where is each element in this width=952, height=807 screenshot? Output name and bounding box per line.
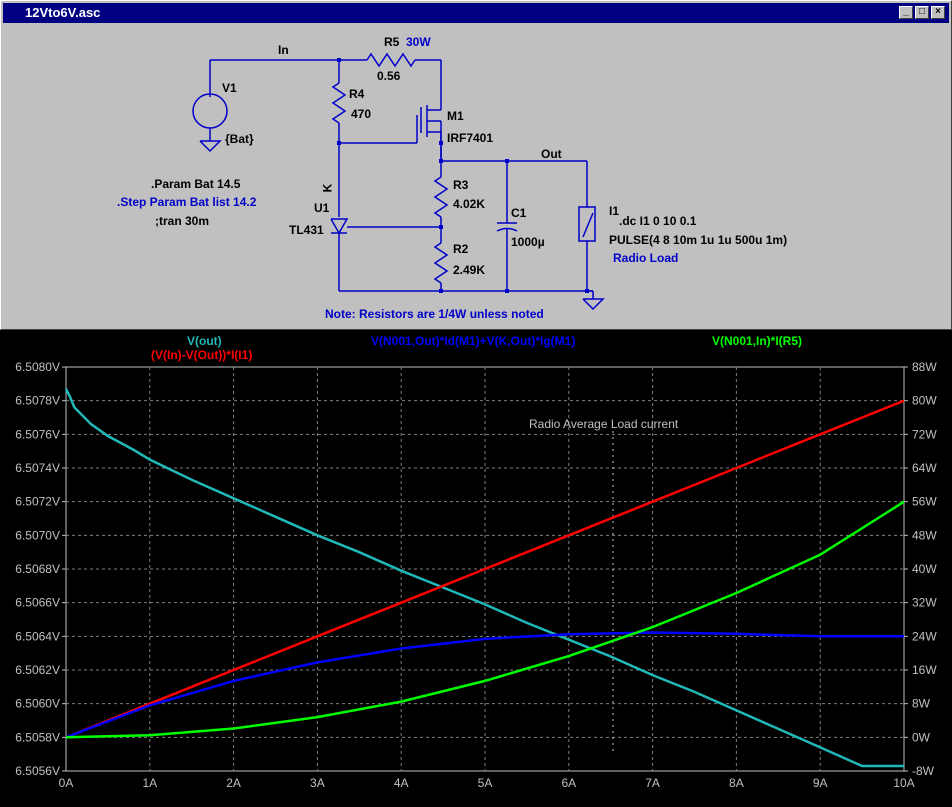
y-left-tick-label: 6.5060V (15, 697, 60, 711)
x-tick-label: 8A (729, 776, 744, 790)
net-out-label: Out (541, 147, 562, 161)
y-left-tick-label: 6.5074V (15, 461, 60, 475)
waveform-viewer[interactable]: 0A 1A 2A 3A 4A 5A 6A 7A 8A 9A 10A 6.5080V 88W 6.5078V… (0, 330, 952, 807)
x-tick-label: 4A (394, 776, 409, 790)
y-right-tick-label: 56W (912, 495, 937, 509)
i1-label: Radio Load (613, 251, 679, 265)
x-tick-label: 0A (59, 776, 74, 790)
r5-resistor-symbol (366, 52, 416, 68)
tran-comment[interactable]: ;tran 30m (155, 214, 210, 228)
y-left-tick-label: 6.5062V (15, 663, 60, 677)
y-left-tick-label: 6.5064V (15, 629, 60, 643)
step-directive[interactable]: .Step Param Bat list 14.2 (117, 195, 257, 209)
param-directive[interactable]: .Param Bat 14.5 (151, 177, 241, 191)
y-right-tick-label: -8W (912, 764, 935, 778)
i1-name: I1 (609, 204, 620, 218)
r4-value: 470 (351, 107, 372, 121)
x-tick-label: 6A (561, 776, 576, 790)
y-right-tick-label: 80W (912, 394, 937, 408)
trace-label-pr5[interactable]: V(N001,In)*I(R5) (712, 334, 803, 348)
series-line-1 (65, 399, 905, 739)
waveform-plot[interactable]: 0A 1A 2A 3A 4A 5A 6A 7A 8A 9A 10A 6.5080V 88W 6.5078V… (0, 330, 952, 807)
x-tick-label: 1A (142, 776, 157, 790)
schematic-window: 12Vto6V.asc _ □ × (0, 0, 952, 330)
y-left-tick-label: 6.5068V (15, 562, 60, 576)
ground-symbol (582, 298, 605, 311)
series-line-0 (64, 388, 904, 768)
y-left-tick-label: 6.5072V (15, 495, 60, 509)
r3-resistor-symbol (433, 176, 449, 218)
resistor-note: Note: Resistors are 1/4W unless noted (325, 307, 544, 321)
schematic-wires (192, 52, 605, 311)
trace-label-vout[interactable]: V(out) (187, 334, 222, 348)
y-right-tick-label: 48W (912, 528, 937, 542)
c1-value: 1000µ (511, 235, 545, 249)
x-tick-label: 2A (226, 776, 241, 790)
v1-source-symbol (192, 93, 228, 129)
x-tick-label: 3A (310, 776, 325, 790)
u1-shunt-symbol (330, 218, 349, 235)
r2-value: 2.49K (453, 263, 486, 277)
y-left-tick-label: 6.5076V (15, 427, 60, 441)
plot-annotation: Radio Average Load current (529, 417, 679, 431)
x-tick-label: 10A (893, 776, 914, 790)
y-right-tick-label: 88W (912, 360, 937, 374)
m1-name: M1 (447, 109, 464, 123)
schematic-canvas[interactable]: In R5 30W 0.56 V1 {Bat} R4 470 M1 IRF740… (7, 27, 947, 327)
v1-name: V1 (222, 81, 237, 95)
c1-capacitor-symbol (496, 227, 518, 232)
x-tick-label: 5A (478, 776, 493, 790)
i1-source-symbol (578, 206, 596, 242)
minimize-button[interactable]: _ (899, 6, 913, 19)
window-titlebar[interactable]: 12Vto6V.asc _ □ × (3, 3, 949, 23)
trace-label-pin[interactable]: (V(In)-V(Out))*I(I1) (151, 348, 253, 362)
m1-model: IRF7401 (447, 131, 494, 145)
r3-name: R3 (453, 178, 469, 192)
y-left-tick-label: 6.5080V (15, 360, 60, 374)
y-right-tick-label: 40W (912, 562, 937, 576)
r2-name: R2 (453, 242, 469, 256)
net-k-label: K (320, 183, 335, 193)
close-button[interactable]: × (931, 6, 945, 19)
y-right-tick-label: 64W (912, 461, 937, 475)
r2-resistor-symbol (433, 242, 449, 284)
r4-name: R4 (349, 87, 365, 101)
y-left-tick-label: 6.5058V (15, 730, 60, 744)
r5-value: 0.56 (377, 69, 401, 83)
r5-name: R5 (384, 35, 400, 49)
r5-power: 30W (406, 35, 431, 49)
c1-name: C1 (511, 206, 527, 220)
series-line-3 (65, 500, 905, 739)
i1-dc-directive: .dc I1 0 10 0.1 (619, 214, 697, 228)
x-tick-label: 7A (645, 776, 660, 790)
window-title: 12Vto6V.asc (25, 5, 101, 20)
y-left-tick-label: 6.5066V (15, 596, 60, 610)
v1-value: {Bat} (225, 132, 254, 146)
net-in-label: In (278, 43, 289, 57)
y-right-tick-label: 32W (912, 596, 937, 610)
u1-name: U1 (314, 201, 330, 215)
trace-label-pm1[interactable]: V(N001,Out)*Id(M1)+V(K,Out)*Ig(M1) (371, 334, 576, 348)
r4-resistor-symbol (331, 82, 347, 124)
x-tick-label: 9A (813, 776, 828, 790)
i1-pulse-spec: PULSE(4 8 10m 1u 1u 500u 1m) (609, 233, 788, 247)
y-right-tick-label: 24W (912, 629, 937, 643)
y-left-tick-label: 6.5078V (15, 394, 60, 408)
y-left-tick-label: 6.5056V (15, 764, 60, 778)
y-right-tick-label: 16W (912, 663, 937, 677)
y-left-tick-label: 6.5070V (15, 528, 60, 542)
y-right-tick-label: 0W (912, 730, 931, 744)
y-right-tick-label: 8W (912, 697, 931, 711)
y-right-tick-label: 72W (912, 427, 937, 441)
series-line-2 (65, 631, 904, 739)
u1-model: TL431 (289, 223, 324, 237)
maximize-button[interactable]: □ (915, 6, 929, 19)
r3-value: 4.02K (453, 197, 486, 211)
